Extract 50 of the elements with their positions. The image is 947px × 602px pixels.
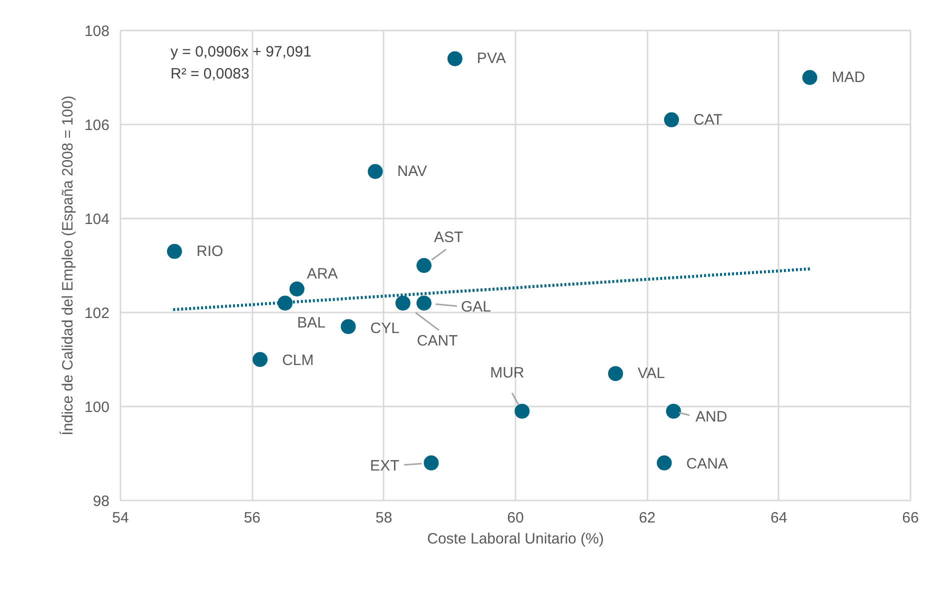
- x-tick-label: 64: [770, 510, 788, 526]
- y-tick-label: 108: [84, 23, 110, 40]
- annotation: AND: [696, 408, 728, 426]
- annotation: CANT: [416, 332, 458, 350]
- x-tick-label: 66: [902, 510, 919, 526]
- x-tick-label: 60: [507, 510, 524, 526]
- x-axis-title: Coste Laboral Unitario (%): [427, 530, 604, 548]
- point: [252, 352, 268, 367]
- y-tick-label: 106: [84, 117, 110, 134]
- point: [395, 296, 410, 311]
- annotation: CYL: [370, 320, 400, 338]
- point: [664, 112, 680, 128]
- annotation: VAL: [638, 365, 665, 382]
- annotation: BAL: [297, 314, 326, 332]
- point: [166, 244, 182, 259]
- annotation: EXT: [370, 457, 400, 474]
- point: [666, 404, 681, 419]
- point: [608, 366, 624, 382]
- y-tick-label: 100: [84, 399, 110, 416]
- annotation: y = 0,0906x + 97,091: [170, 44, 312, 60]
- y-tick-label: 104: [84, 211, 110, 228]
- x-tick-label: 56: [244, 510, 261, 526]
- y-axis-title: Índice de Calidad del Empleo (España 2008 = 100): [58, 96, 76, 436]
- point: [802, 70, 818, 85]
- annotation: MAD: [832, 69, 866, 86]
- x-tick-label: 58: [375, 510, 392, 526]
- annotation: AST: [434, 229, 464, 246]
- x-tick-label: 62: [638, 510, 656, 526]
- annotation: R² = 0,0083: [170, 66, 250, 82]
- point: [656, 455, 672, 470]
- point: [368, 164, 383, 179]
- annotation: MUR: [490, 364, 524, 382]
- x-tick-label: 54: [112, 510, 129, 526]
- annotation: CAT: [694, 111, 722, 128]
- point: [514, 404, 530, 419]
- point: [289, 282, 304, 296]
- point: [340, 319, 356, 334]
- point: [424, 455, 439, 470]
- point: [447, 51, 462, 66]
- annotation: ARA: [306, 266, 338, 282]
- annotation: RIO: [196, 242, 224, 260]
- point: [416, 296, 432, 311]
- annotation: CANA: [686, 455, 728, 472]
- point: [416, 258, 432, 273]
- annotation: PVA: [476, 50, 506, 68]
- annotation: CLM: [282, 352, 314, 369]
- annotation: NAV: [397, 163, 428, 180]
- annotation: GAL: [460, 298, 492, 316]
- y-tick-label: 102: [84, 305, 110, 322]
- y-tick-label: 98: [92, 493, 110, 510]
